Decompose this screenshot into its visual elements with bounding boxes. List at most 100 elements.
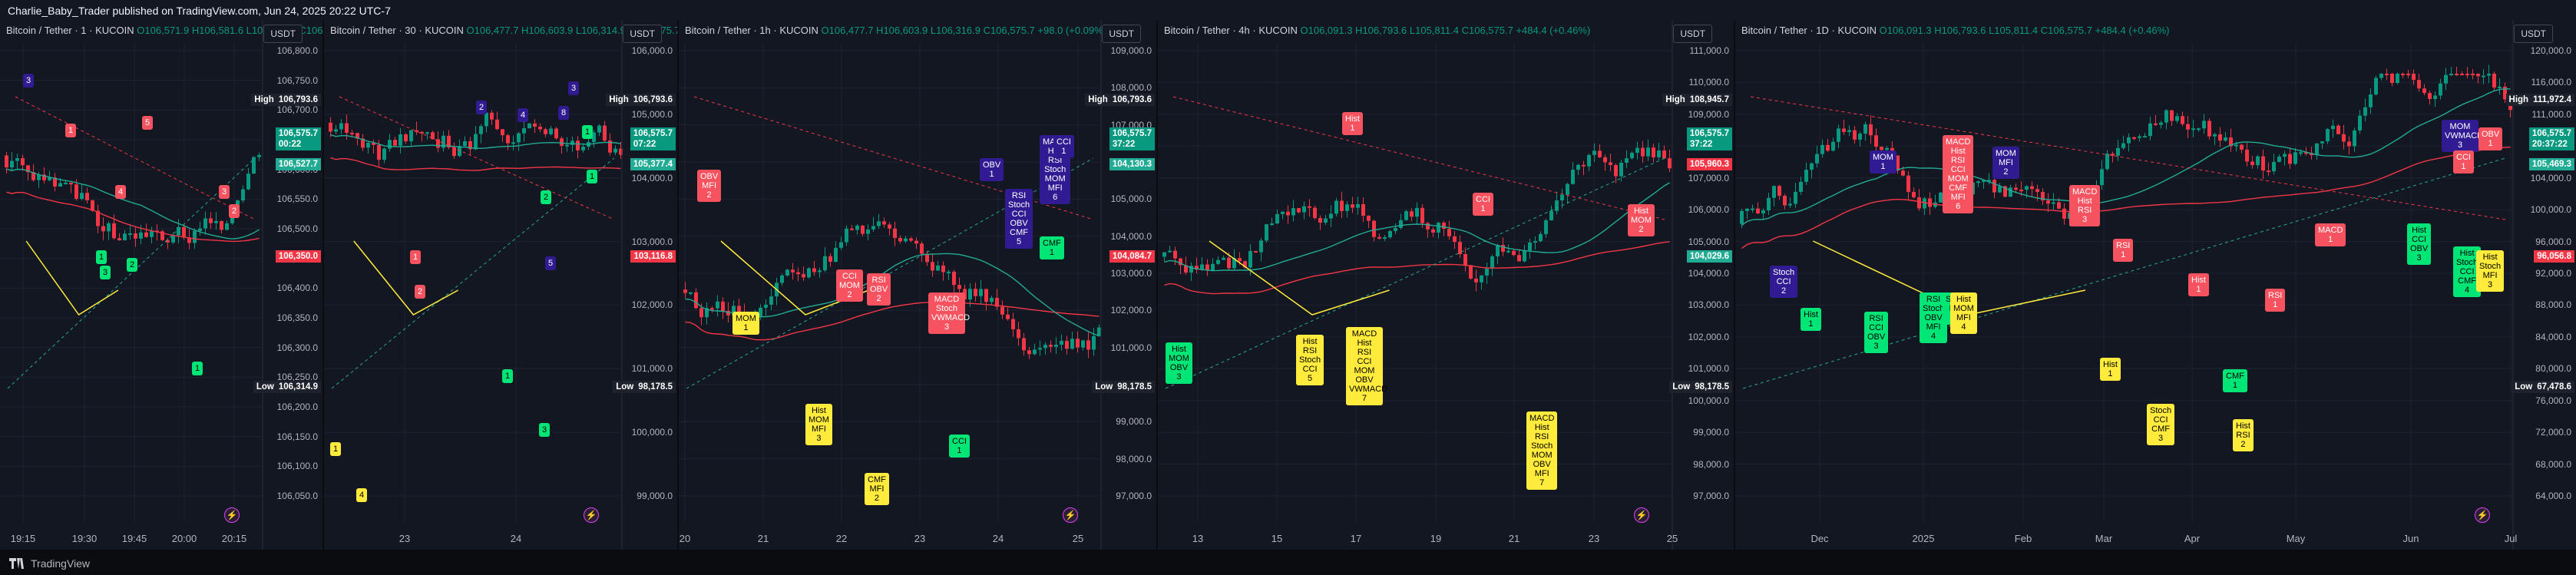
chart-panel-5[interactable]: Bitcoin / Tether · 1D · KUCOIN O106,091.… (1735, 20, 2576, 550)
signal-label-yellow: Hist MOM MFI 4 (1950, 292, 1977, 334)
candle (2492, 74, 2496, 88)
signal-label-green: 1 (587, 170, 598, 183)
lightning-icon[interactable]: ⚡ (1634, 507, 1649, 523)
currency-button[interactable]: USDT (2514, 25, 2553, 43)
candle (1987, 180, 1991, 182)
candle (2299, 152, 2303, 154)
time-tick-label: 24 (510, 533, 522, 544)
signal-label-green: Hist 1 (1801, 308, 1821, 331)
price-tick-label: 106,150.0 (276, 431, 318, 442)
signal-label-red: OBV MFI 2 (697, 170, 722, 202)
candle (366, 142, 370, 148)
time-axis[interactable]: 19:15 19:30 19:45 20:00 20:15 (0, 527, 263, 550)
candle (1982, 180, 1986, 182)
price-tag-green: 106,575.7 37:22 (1686, 127, 1732, 150)
symbol-title[interactable]: Bitcoin / Tether · 1D · KUCOIN (1741, 25, 1877, 36)
price-tick-label: 101,000.0 (1110, 342, 1152, 353)
time-tick-label: 15 (1271, 533, 1283, 544)
signal-label-green: 2 (541, 190, 552, 204)
candle (1437, 223, 1440, 233)
candle (1501, 245, 1505, 252)
candle (1415, 207, 1419, 217)
price-chart[interactable] (324, 20, 677, 550)
candle (947, 271, 951, 273)
price-tag-label: High (2508, 95, 2529, 104)
price-tick-label: 80,000.0 (2535, 363, 2571, 375)
candle (898, 238, 902, 242)
price-tag-red: 96,056.8 (2534, 250, 2574, 263)
countdown: 37:22 (1689, 140, 1713, 149)
signal-label-purple: 8 (558, 106, 570, 120)
candle (2482, 75, 2485, 78)
signal-label-red: RSI 1 (2265, 289, 2286, 312)
currency-button[interactable]: USDT (1102, 25, 1141, 43)
candle (871, 226, 875, 230)
candle (2433, 95, 2437, 99)
time-axis[interactable]: 13 15 17 19 21 23 25 (1158, 527, 1678, 550)
candle (1248, 250, 1252, 268)
signal-label-green: CCI 1 (949, 435, 970, 458)
currency-button[interactable]: USDT (263, 25, 303, 43)
candle (1027, 350, 1031, 355)
candle (2019, 190, 2023, 192)
candle (968, 289, 972, 300)
candle (2003, 186, 2007, 197)
candle (2100, 169, 2104, 186)
lightning-icon[interactable]: ⚡ (224, 507, 240, 523)
time-axis[interactable]: 23 24 (324, 527, 622, 550)
price-tag-red: 105,960.3 (1686, 158, 1732, 170)
signal-label-purple: 4 (518, 108, 529, 122)
chart-panel-4[interactable]: Bitcoin / Tether · 4h · KUCOIN O106,091.… (1158, 20, 1734, 550)
candle (1033, 349, 1037, 355)
time-axis[interactable]: Dec 2025 Feb Mar Apr May Jun Jul (1735, 527, 2517, 550)
chart-panel-3[interactable]: Bitcoin / Tether · 1h · KUCOIN O106,477.… (679, 20, 1156, 550)
symbol-title[interactable]: Bitcoin / Tether · 1h · KUCOIN (685, 25, 818, 36)
candle (2369, 94, 2373, 107)
candle (382, 148, 386, 160)
candle (1772, 186, 1776, 198)
candle (246, 173, 250, 190)
chart-panel-2[interactable]: Bitcoin / Tether · 30 · KUCOIN O106,477.… (324, 20, 677, 550)
lightning-icon[interactable]: ⚡ (1063, 507, 1078, 523)
symbol-title[interactable]: Bitcoin / Tether · 4h · KUCOIN (1164, 25, 1298, 36)
price-tag-green: 106,575.7 20:37:22 (2528, 127, 2574, 150)
price-chart[interactable] (1735, 20, 2576, 550)
signal-label-red: Hist 1 (1342, 112, 1363, 135)
candle (1254, 250, 1258, 253)
chart-panel-1[interactable]: Bitcoin / Tether · 1 · KUCOIN O106,571.9… (0, 20, 322, 550)
symbol-title[interactable]: Bitcoin / Tether · 1 · KUCOIN (6, 25, 134, 36)
signal-label-yellow: Hist 1 (2100, 358, 2121, 381)
signal-label-red: MACD Hist RSI 3 (2069, 185, 2101, 226)
candle (1539, 233, 1543, 242)
lightning-icon[interactable]: ⚡ (2475, 507, 2490, 523)
price-tick-label: 104,000.0 (1110, 230, 1152, 242)
price-axis[interactable]: 106,000.0 105,000.0 104,000.0 103,000.0 102,… (622, 20, 677, 511)
price-tag-value: 106,350.0 (278, 252, 318, 261)
candle (845, 228, 848, 243)
price-tag-value: 106,575.7 (1112, 129, 1152, 138)
symbol-title[interactable]: Bitcoin / Tether · 30 · KUCOIN (330, 25, 464, 36)
signal-label-green: 1 (502, 369, 514, 383)
candle (1847, 130, 1851, 132)
candle (436, 139, 440, 148)
price-chart[interactable] (0, 20, 322, 550)
time-axis[interactable]: 20 21 22 23 24 25 (679, 527, 1101, 550)
currency-button[interactable]: USDT (1673, 25, 1712, 43)
candle (613, 148, 617, 153)
candle (710, 308, 714, 310)
signal-label-green: 1 (582, 125, 594, 139)
price-chart[interactable] (1158, 20, 1734, 550)
candle (2503, 86, 2507, 100)
candle (1635, 147, 1639, 154)
lightning-icon[interactable]: ⚡ (584, 507, 599, 523)
signal-label-purple: 3 (23, 74, 35, 88)
currency-button[interactable]: USDT (623, 25, 662, 43)
price-axis[interactable]: 111,000.0110,000.0109,000.0108,000.0107,… (1672, 20, 1734, 511)
signal-label-purple: 5 (545, 256, 557, 270)
divergence-line (1750, 96, 2506, 220)
signal-label-purple: RSI Stoch CCI OBV CMF 5 (1005, 189, 1033, 249)
price-tag-low: Low 98,178.5 (1092, 381, 1155, 393)
candle (1372, 220, 1376, 237)
price-tag-gr2: 105,469.3 (2528, 158, 2574, 170)
candle (458, 146, 461, 157)
